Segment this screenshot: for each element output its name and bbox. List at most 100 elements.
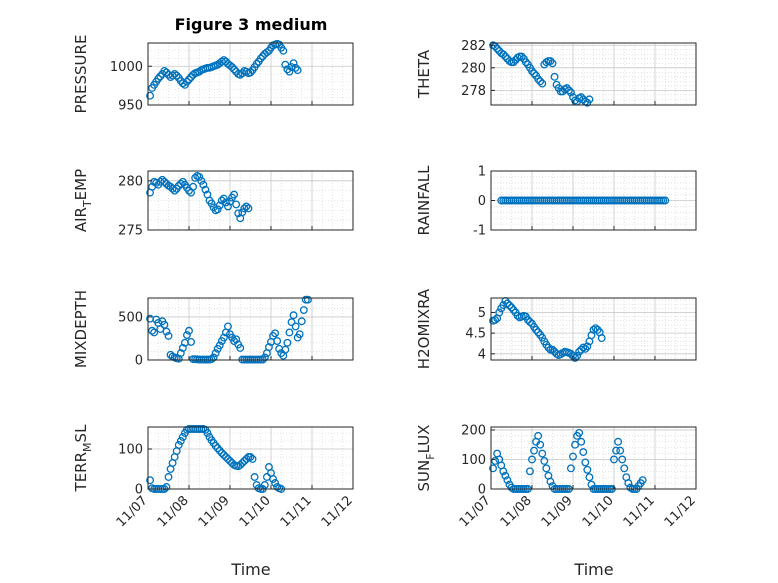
data-point [170, 70, 179, 78]
ytick-label: 500 [118, 310, 143, 325]
data-point [170, 186, 179, 195]
data-point [197, 176, 206, 185]
data-point [162, 327, 171, 336]
data-point [242, 202, 251, 211]
data-point [176, 437, 185, 445]
data-point [164, 331, 173, 340]
data-point [612, 446, 620, 455]
axes-box [147, 426, 354, 490]
ytick-label: 1 [478, 165, 486, 180]
ylabel-0: PRESSURE [72, 35, 90, 114]
data-point [217, 449, 226, 457]
data-point [291, 63, 300, 72]
ytick-label: 4 [478, 347, 486, 362]
data-point [187, 73, 195, 82]
data-point [260, 481, 269, 489]
data-point [223, 322, 232, 331]
data-point [146, 476, 154, 485]
data-point [546, 477, 555, 486]
data-point [281, 345, 290, 354]
data-point [146, 91, 154, 100]
ytick-label: 1000 [110, 60, 143, 75]
data-point [148, 326, 157, 335]
data-point [256, 54, 265, 63]
data-point [201, 185, 210, 194]
ytick-label: 0 [478, 483, 486, 498]
subplot-4: 0 500 MIXDEPTH [72, 290, 354, 369]
data-point [618, 455, 627, 464]
ytick-label: 200 [461, 423, 486, 438]
data-point [614, 437, 623, 446]
data-point [154, 74, 163, 83]
data-point [289, 311, 298, 320]
data-point [269, 475, 277, 483]
ytick-label: 280 [118, 174, 143, 189]
axes-box [147, 297, 354, 361]
data-point [185, 75, 193, 84]
data-point [178, 79, 187, 88]
data-point [509, 58, 518, 67]
data-point [567, 88, 575, 97]
data-point [489, 464, 497, 473]
xtick-label: 11/08 [498, 493, 535, 530]
data-point [597, 334, 606, 343]
data-point [213, 205, 222, 214]
subplot-2: 275 280 AIRTEMP [72, 169, 354, 239]
data-point [262, 48, 271, 57]
data-point [215, 446, 224, 455]
xtick-label: 11/11 [278, 493, 315, 530]
data-point [538, 449, 547, 458]
data-point [493, 44, 502, 53]
data-point [158, 175, 167, 184]
ytick-label: 950 [118, 99, 143, 114]
data-point [215, 341, 224, 350]
data-point [271, 329, 280, 338]
data-point [579, 448, 588, 457]
data-point [195, 67, 204, 76]
data-point [178, 433, 187, 441]
figure-title: Figure 3 medium [175, 15, 328, 34]
data-point [544, 343, 553, 352]
data-point [491, 457, 500, 465]
data-point [624, 479, 633, 488]
data-point [211, 349, 220, 358]
data-point [548, 59, 557, 68]
data-point [283, 338, 292, 347]
ytick-label: 4.5 [465, 327, 486, 342]
data-point [503, 299, 512, 308]
data-point [160, 66, 169, 75]
xtick-label: 11/10 [580, 493, 617, 530]
data-point [526, 467, 534, 476]
data-point [232, 200, 241, 209]
data-point [185, 186, 193, 195]
data-point [152, 178, 161, 187]
data-point [573, 351, 582, 360]
data-point [199, 180, 208, 189]
data-point [228, 63, 236, 71]
xtick-label: 11/08 [155, 493, 192, 530]
data-point [499, 467, 508, 476]
ytick-label: 0 [478, 194, 486, 209]
data-point [226, 197, 234, 206]
data-point [182, 331, 191, 339]
data-point [209, 353, 218, 362]
data-point [501, 52, 510, 61]
ytick-label: -1 [473, 224, 486, 239]
data-point [230, 190, 239, 199]
data-point [303, 295, 312, 304]
data-point [279, 46, 288, 55]
data-point [221, 57, 230, 66]
data-point [538, 79, 547, 88]
data-point [185, 326, 193, 335]
data-point [265, 343, 273, 352]
data-point [226, 457, 234, 465]
data-point [620, 464, 629, 473]
data-point [491, 315, 500, 324]
data-point [168, 184, 177, 193]
data-point [293, 66, 302, 75]
axes-box [147, 170, 354, 231]
axes-box [490, 297, 697, 361]
data-point [172, 71, 181, 80]
data-point [575, 428, 584, 437]
data-point [236, 343, 245, 352]
